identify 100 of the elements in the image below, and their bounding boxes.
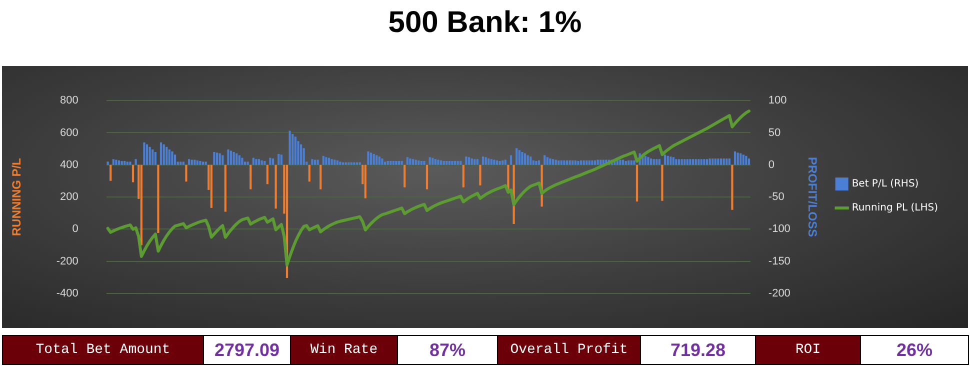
- bar: [334, 160, 336, 165]
- bar: [572, 160, 574, 165]
- bar: [194, 160, 196, 165]
- bar: [367, 151, 370, 165]
- bar: [694, 159, 697, 165]
- bar: [666, 156, 669, 165]
- bar: [152, 149, 154, 165]
- bar: [202, 162, 204, 165]
- bar: [294, 136, 296, 165]
- bar: [560, 160, 562, 165]
- bar: [675, 159, 678, 165]
- text: Overall Profit: [498, 336, 640, 364]
- bar: [227, 149, 230, 165]
- bar: [218, 153, 221, 165]
- bar: [493, 160, 496, 165]
- bar: [230, 150, 232, 165]
- bar: [664, 154, 666, 165]
- bar: [252, 158, 254, 165]
- bar: [302, 148, 305, 165]
- bar: [409, 158, 412, 165]
- bar: [112, 159, 114, 165]
- bar: [314, 160, 316, 165]
- bar: [406, 157, 408, 165]
- bar: [372, 154, 375, 165]
- bar: [490, 159, 492, 165]
- bar: [246, 162, 249, 165]
- bar: [456, 161, 459, 165]
- bar: [348, 162, 350, 165]
- bar: [619, 160, 622, 165]
- bar: [162, 144, 165, 165]
- bar: [432, 158, 434, 165]
- bar: [451, 161, 454, 165]
- bar: [622, 160, 624, 165]
- bar: [446, 161, 448, 165]
- text: 87%: [398, 336, 498, 364]
- bar: [185, 164, 188, 182]
- y-tick-label: 200: [60, 191, 78, 204]
- bar: [339, 162, 342, 165]
- bar: [255, 159, 258, 165]
- bar: [586, 160, 588, 165]
- bar: [378, 156, 380, 165]
- bar: [526, 155, 529, 165]
- bar: [698, 159, 700, 165]
- bar: [342, 162, 344, 165]
- bar: [563, 160, 566, 165]
- bar: [330, 159, 333, 165]
- bar: [196, 160, 198, 165]
- bar: [224, 164, 226, 212]
- bar: [426, 164, 428, 190]
- bar: [188, 159, 190, 165]
- bar: [591, 160, 594, 165]
- bar: [544, 155, 546, 165]
- bar: [274, 164, 277, 209]
- bar: [678, 159, 680, 165]
- text: 26%: [860, 336, 968, 364]
- bar: [521, 152, 524, 165]
- bar: [650, 158, 652, 165]
- bar: [356, 162, 358, 165]
- bar: [736, 152, 739, 165]
- bar: [236, 153, 238, 165]
- bar: [250, 164, 252, 190]
- bar: [734, 151, 736, 165]
- bar: [538, 160, 540, 165]
- bar: [504, 160, 506, 165]
- bar: [258, 159, 260, 165]
- bar: [418, 160, 420, 165]
- bar: [482, 156, 484, 165]
- bar: [454, 161, 456, 165]
- bar: [552, 159, 554, 165]
- legend-label: Bet P/L (RHS): [852, 178, 919, 190]
- text: 719.28: [640, 336, 756, 364]
- bar: [672, 157, 674, 165]
- bar: [554, 160, 557, 165]
- bar: [260, 160, 263, 165]
- bar: [328, 158, 330, 165]
- bar: [703, 159, 706, 165]
- bar: [474, 159, 476, 165]
- bar: [465, 156, 468, 165]
- bar: [244, 162, 246, 165]
- bar: [624, 161, 627, 165]
- bar: [213, 152, 216, 165]
- bar: [574, 160, 576, 165]
- bar: [462, 164, 464, 188]
- bar: [134, 159, 137, 165]
- chart-title: 500 Bank: 1%: [387, 6, 583, 40]
- bar: [670, 156, 672, 165]
- bar: [216, 152, 218, 165]
- bar: [633, 160, 636, 165]
- bar: [241, 158, 244, 165]
- text: Total Bet Amount: [2, 336, 204, 364]
- bar: [692, 159, 694, 165]
- bar: [398, 161, 400, 165]
- y-tick-label: 800: [60, 94, 78, 107]
- bar: [395, 161, 398, 165]
- bar: [714, 158, 716, 165]
- bar: [516, 148, 518, 165]
- bar: [460, 161, 462, 165]
- bar: [124, 161, 126, 165]
- y-tick-label: -200: [56, 255, 78, 268]
- y2-tick-label: -200: [768, 287, 790, 300]
